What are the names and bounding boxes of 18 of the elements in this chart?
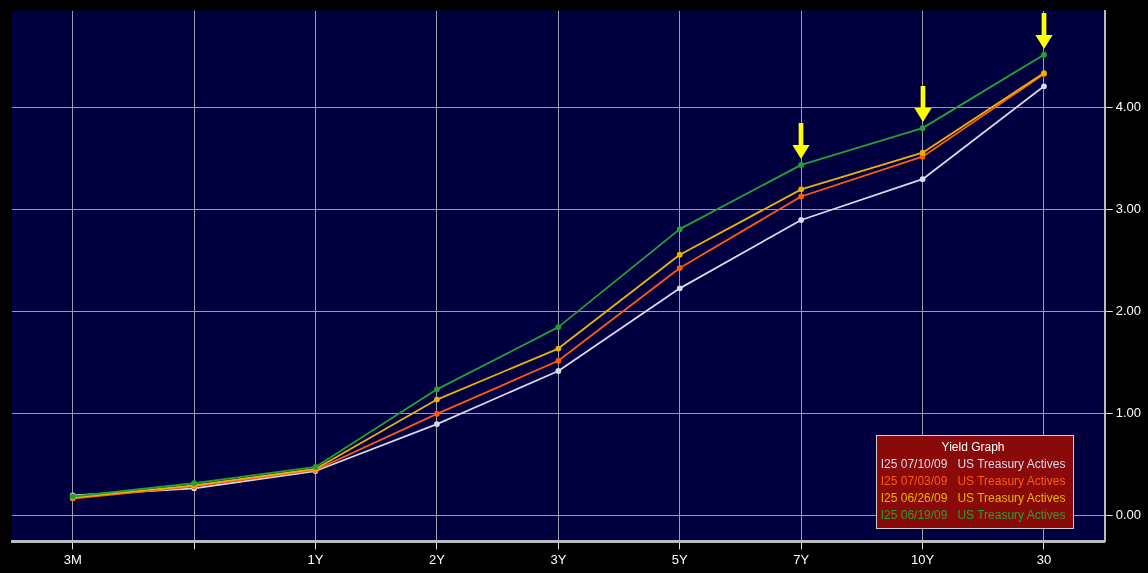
y-tick-label: 3.00 — [1115, 201, 1142, 217]
y-tick-label: 4.00 — [1115, 99, 1142, 115]
x-tick-label: 3M — [63, 551, 82, 567]
x-tick-label: 3Y — [550, 551, 567, 567]
x-tick-label: 30 — [1036, 551, 1052, 567]
x-tick-label: 5Y — [671, 551, 689, 567]
legend-title: Yield Graph — [940, 439, 1006, 457]
text: I25 07/03/09 US Treasury Actives — [880, 473, 1066, 491]
y-tick-label: 2.00 — [1115, 303, 1142, 319]
y-tick-label: 1.00 — [1115, 405, 1142, 421]
x-tick-label: 7Y — [793, 551, 810, 567]
x-tick-label: 10Y — [911, 551, 935, 567]
y-tick-label: 0.00 — [1115, 507, 1142, 523]
text: I25 07/10/09 US Treasury Actives — [880, 456, 1066, 474]
text: I25 06/26/09 US Treasury Actives — [880, 490, 1066, 508]
text: I25 06/19/09 US Treasury Actives — [880, 507, 1066, 525]
x-tick-label: 1Y — [307, 551, 324, 567]
x-tick-label: 2Y — [428, 551, 446, 567]
